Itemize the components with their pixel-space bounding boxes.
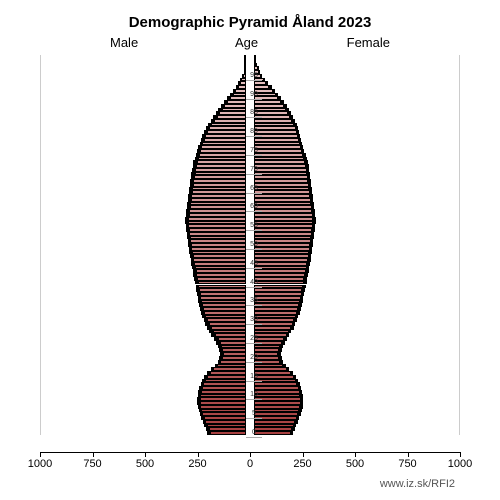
- x-tick-label: 1000: [448, 458, 472, 470]
- age-tick: 55: [246, 222, 262, 229]
- age-tick: 0: [246, 429, 262, 436]
- watermark: www.iz.sk/RFI2: [380, 478, 455, 490]
- age-tick: 65: [246, 185, 262, 192]
- age-tick: 95: [246, 72, 262, 79]
- axis-border-right: [459, 55, 460, 435]
- axis-border-left: [40, 55, 41, 435]
- label-male: Male: [110, 35, 138, 50]
- x-tick-label: 500: [346, 458, 364, 470]
- age-tick: 90: [246, 91, 262, 98]
- age-tick: 10: [246, 391, 262, 398]
- x-tick-label: 750: [398, 458, 416, 470]
- label-age: Age: [235, 35, 258, 50]
- age-tick: 50: [246, 241, 262, 248]
- age-tick: 5: [246, 410, 262, 417]
- age-tick: 45: [246, 260, 262, 267]
- age-tick: 80: [246, 128, 262, 135]
- x-tick-label: 1000: [28, 458, 52, 470]
- age-tick: 70: [246, 166, 262, 173]
- x-tick-label: 0: [247, 458, 253, 470]
- label-female: Female: [347, 35, 390, 50]
- x-tick-label: 750: [83, 458, 101, 470]
- age-axis: 0 5 10 15 20 25 30 35 40 45 50 55 60 65 70 75 80 85 90 95: [246, 55, 262, 435]
- age-tick: 20: [246, 354, 262, 361]
- age-tick: 35: [246, 297, 262, 304]
- age-tick: 30: [246, 316, 262, 323]
- age-tick: 25: [246, 335, 262, 342]
- pyramid-chart: 0 5 10 15 20 25 30 35 40 45 50 55 60 65 70 75 80 85 90 95: [40, 55, 460, 435]
- age-tick: 85: [246, 109, 262, 116]
- x-tick-label: 500: [136, 458, 154, 470]
- age-tick: 60: [246, 203, 262, 210]
- chart-title: Demographic Pyramid Åland 2023: [0, 14, 500, 31]
- age-tick: 15: [246, 373, 262, 380]
- x-tick-label: 250: [188, 458, 206, 470]
- age-tick: 40: [246, 279, 262, 286]
- x-tick-label: 250: [293, 458, 311, 470]
- age-tick: 75: [246, 147, 262, 154]
